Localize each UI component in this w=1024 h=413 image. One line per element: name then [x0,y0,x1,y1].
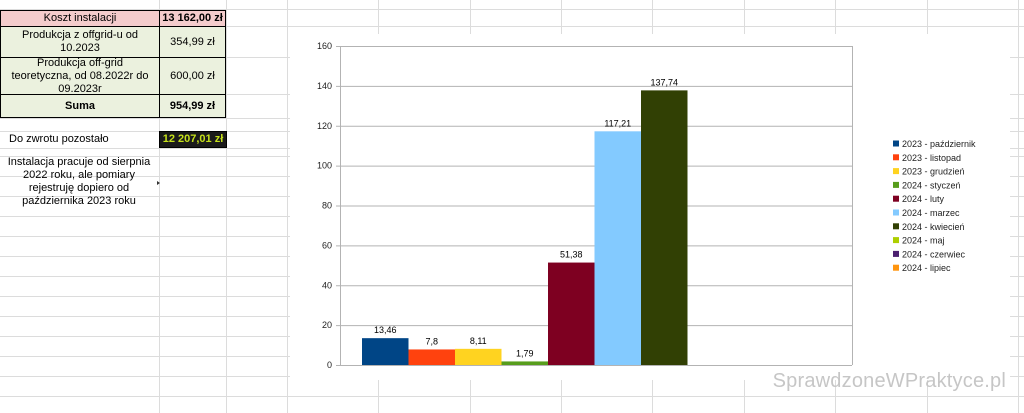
legend-label: 2023 - październik [902,139,976,149]
prod-offgrid-value-cell[interactable]: 354,99 zł [159,26,226,58]
legend-label: 2024 - kwiecień [902,222,965,232]
bar-6[interactable] [594,131,642,365]
legend-label: 2024 - luty [902,194,945,204]
y-tick-label: 60 [322,240,332,250]
cost-value: 13 162,00 zł [162,12,223,24]
bar-data-label: 1,79 [516,348,534,358]
y-tick-label: 120 [317,121,332,131]
bar-data-label: 117,21 [604,118,631,128]
legend-swatch [893,181,899,188]
remaining-value: 12 207,01 zł [162,133,224,145]
legend-label: 2023 - grudzień [902,167,965,177]
sum-value-cell[interactable]: 954,99 zł [159,94,226,118]
legend-swatch [893,168,899,175]
legend-label: 2024 - czerwiec [902,249,966,259]
y-tick-label: 160 [317,41,332,51]
note-overflow-marker [157,181,160,185]
bar-2[interactable] [408,349,456,365]
legend-swatch [893,140,899,147]
watermark: SprawdzoneWPraktyce.pl [772,370,1006,392]
remaining-value-cell[interactable]: 12 207,01 zł [159,131,227,148]
bar-data-label: 137,74 [650,77,678,87]
legend-label: 2024 - marzec [902,208,960,218]
prod-theory-label: Produkcja off-grid teoretyczna, od 08.20… [11,56,149,95]
remaining-label-cell[interactable]: Do zwrotu pozostało [6,131,156,148]
legend-swatch [893,154,899,161]
remaining-label: Do zwrotu pozostało [9,133,109,145]
y-tick-label: 80 [322,201,332,211]
cost-value-cell[interactable]: 13 162,00 zł [159,10,226,27]
bar-5[interactable] [548,262,595,365]
bar-data-label: 7,8 [425,336,438,346]
bar-1[interactable] [362,338,409,365]
bar-data-label: 8,11 [470,336,487,346]
legend-swatch [893,264,899,271]
bar-4[interactable] [501,361,549,365]
note-text: Instalacja pracuje od sierpnia 2022 roku… [7,156,151,207]
prod-theory-value-cell[interactable]: 600,00 zł [159,57,226,95]
bar-data-label: 13,46 [374,325,397,335]
y-axis-ticks: 0 20 40 60 80 100 120 140 160 [317,41,332,370]
legend-label: 2024 - lipiec [902,263,951,273]
legend-swatch [893,250,899,257]
legend-swatch [893,195,899,202]
bar-3[interactable] [455,348,502,365]
prod-offgrid-label-cell[interactable]: Produkcja z offgrid-u od 10.2023 [0,26,160,58]
prod-theory-label-cell[interactable]: Produkcja off-grid teoretyczna, od 08.20… [0,57,160,95]
prod-theory-value: 600,00 zł [170,69,215,82]
chart-bars [362,90,688,366]
y-tick-label: 100 [317,161,332,171]
y-tick-label: 0 [327,360,332,370]
prod-offgrid-value: 354,99 zł [170,35,215,48]
sum-value: 954,99 zł [169,99,216,112]
chart-data-labels: 13,46 7,8 8,11 1,79 51,38 117,21 137,74 [374,77,678,358]
legend-swatch [893,209,899,216]
note-cell[interactable]: Instalacja pracuje od sierpnia 2022 roku… [3,156,155,208]
y-tick-label: 20 [322,320,332,330]
bar-7[interactable] [641,90,688,366]
legend-label: 2024 - maj [902,236,945,246]
bar-data-label: 51,38 [560,250,583,260]
prod-offgrid-label: Produkcja z offgrid-u od 10.2023 [22,29,138,54]
legend-swatch [893,223,899,230]
legend-swatch [893,237,899,244]
sum-label-cell[interactable]: Suma [0,94,160,118]
cost-label: Koszt instalacji [43,12,117,24]
y-tick-label: 140 [317,81,332,91]
legend-label: 2023 - listopad [902,153,961,163]
chart-legend: 2023 - październik 2023 - listopad 2023 - … [893,139,976,273]
y-tick-label: 40 [322,280,332,290]
sum-label: Suma [65,99,95,112]
legend-label: 2024 - styczeń [902,180,961,190]
